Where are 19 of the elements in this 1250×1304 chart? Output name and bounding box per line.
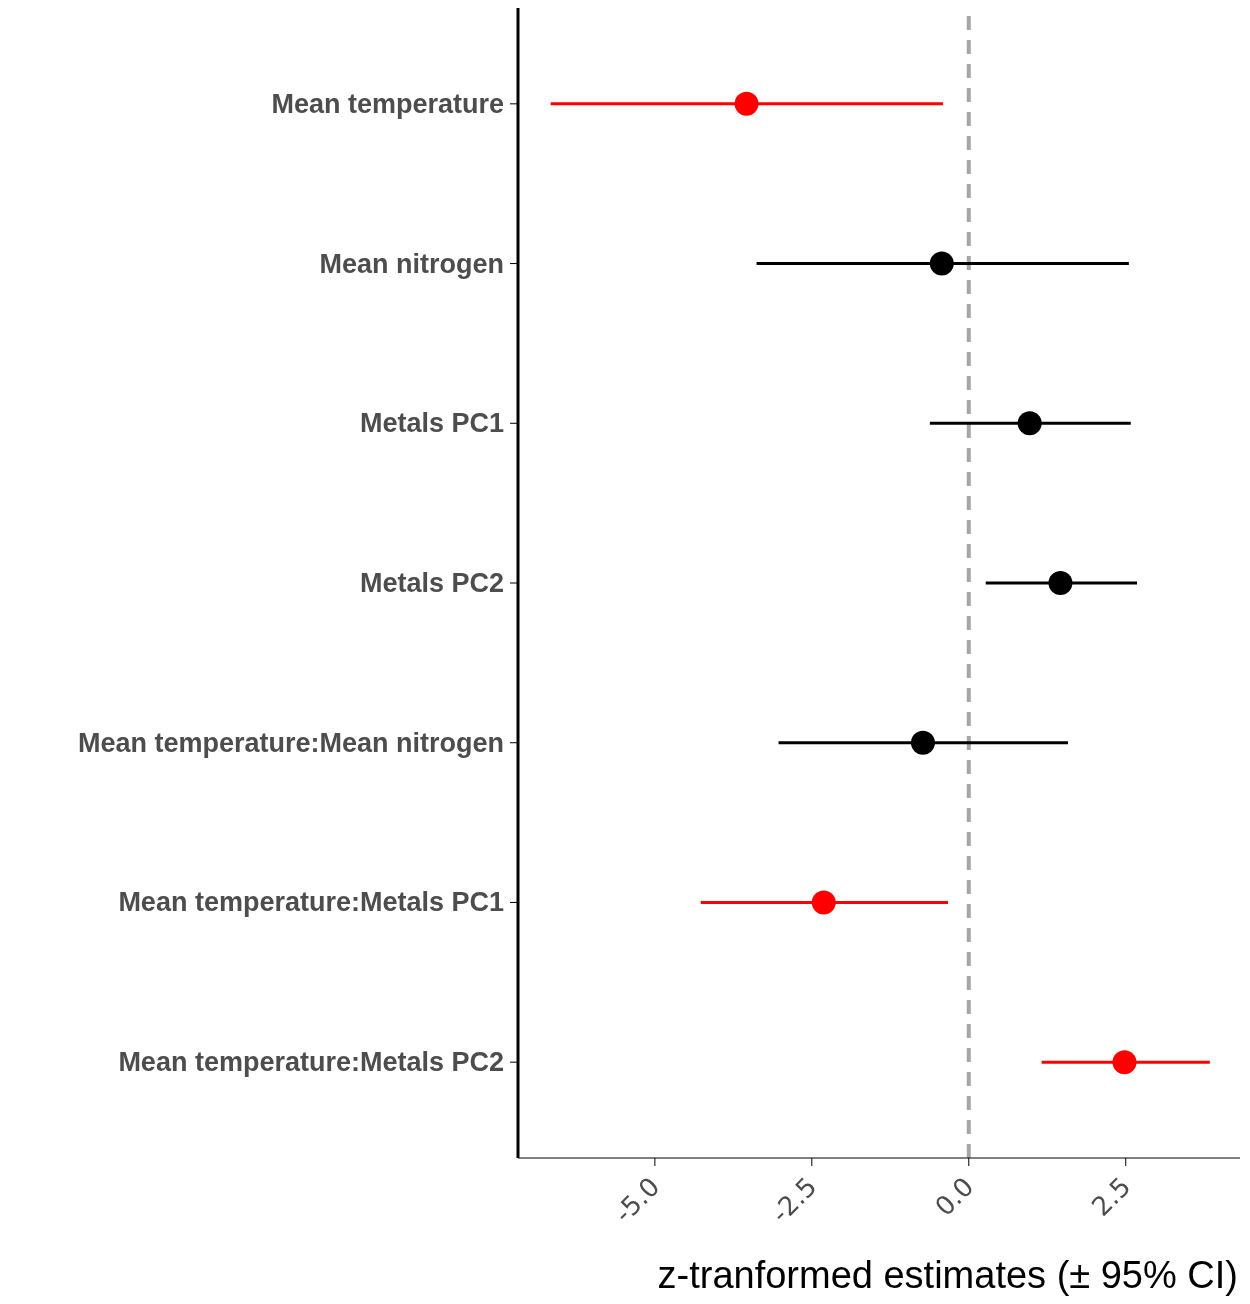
point — [734, 91, 759, 116]
y-tick-label: Mean temperature:Mean nitrogen — [77, 727, 504, 758]
y-tick-label: Mean temperature:Metals PC1 — [118, 887, 504, 918]
x-tick-label: 0.0 — [928, 1171, 980, 1222]
x-tick-label: -2.5 — [765, 1171, 823, 1229]
y-tick-label: Metals PC2 — [359, 568, 504, 598]
y-tick-label: Mean temperature — [271, 88, 504, 119]
x-axis-title: z-tranformed estimates (± 95% CI) — [657, 1254, 1238, 1296]
point — [1112, 1050, 1137, 1075]
point — [910, 730, 935, 755]
y-tick-label: Metals PC1 — [359, 408, 504, 439]
y-tick-label: Mean nitrogen — [319, 248, 504, 279]
point — [1048, 571, 1073, 595]
x-tick-label: -5.0 — [608, 1171, 666, 1229]
point — [929, 251, 954, 276]
point — [811, 890, 836, 915]
y-tick-label: Mean temperature:Metals PC2 — [118, 1047, 504, 1078]
x-tick-label: 2.5 — [1085, 1171, 1137, 1222]
point — [1017, 411, 1042, 436]
